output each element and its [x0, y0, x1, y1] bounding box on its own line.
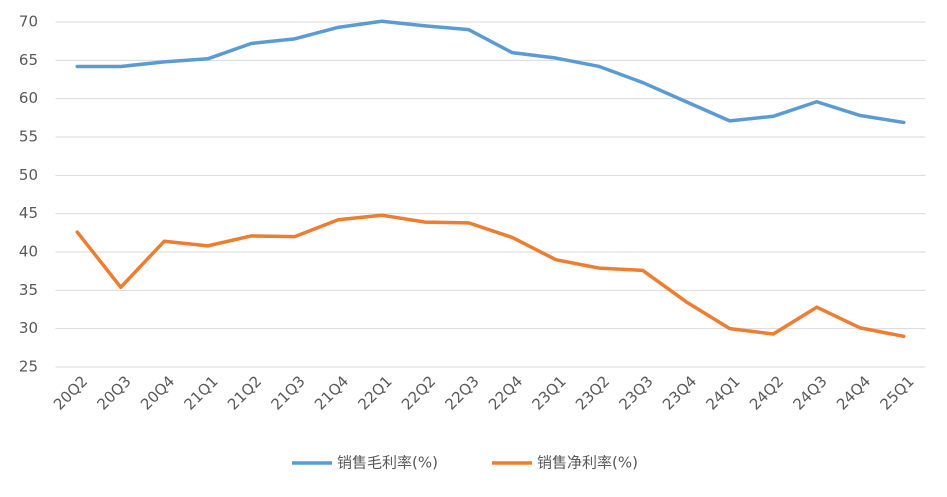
- x-tick-label: 24Q1: [702, 372, 743, 413]
- x-tick-label: 22Q1: [354, 372, 395, 413]
- x-tick-label: 24Q4: [833, 372, 874, 413]
- x-tick-label: 20Q2: [50, 372, 91, 413]
- y-tick-label: 35: [19, 281, 38, 299]
- x-tick-label: 21Q1: [180, 372, 221, 413]
- x-tick-label: 23Q3: [615, 372, 656, 413]
- x-tick-label: 21Q3: [267, 372, 308, 413]
- x-tick-label: 22Q2: [398, 372, 439, 413]
- y-tick-label: 30: [19, 319, 38, 337]
- x-tick-label: 20Q3: [93, 372, 134, 413]
- line-series: [75, 19, 906, 125]
- x-tick-label: 22Q4: [485, 372, 526, 413]
- y-tick-label: 55: [19, 128, 38, 146]
- x-tick-label: 23Q4: [659, 372, 700, 413]
- legend-label: 销售毛利率(%): [337, 454, 438, 472]
- y-tick-label: 40: [19, 243, 38, 261]
- y-tick-label: 65: [19, 51, 38, 69]
- x-tick-label: 21Q2: [224, 372, 265, 413]
- y-tick-label: 45: [19, 204, 38, 222]
- x-tick-label: 23Q2: [572, 372, 613, 413]
- legend-label: 销售净利率(%): [537, 454, 638, 472]
- x-tick-label: 24Q2: [746, 372, 787, 413]
- line-series: [75, 213, 906, 339]
- x-tick-label: 22Q3: [441, 372, 482, 413]
- y-tick-label: 25: [19, 358, 38, 376]
- x-tick-label: 25Q1: [876, 372, 917, 413]
- x-tick-label: 20Q4: [137, 372, 178, 413]
- y-tick-label: 50: [19, 166, 38, 184]
- y-tick-label: 70: [19, 13, 38, 31]
- x-tick-label: 23Q1: [528, 372, 569, 413]
- y-tick-label: 60: [19, 89, 38, 107]
- x-tick-label: 24Q3: [789, 372, 830, 413]
- x-tick-label: 21Q4: [311, 372, 352, 413]
